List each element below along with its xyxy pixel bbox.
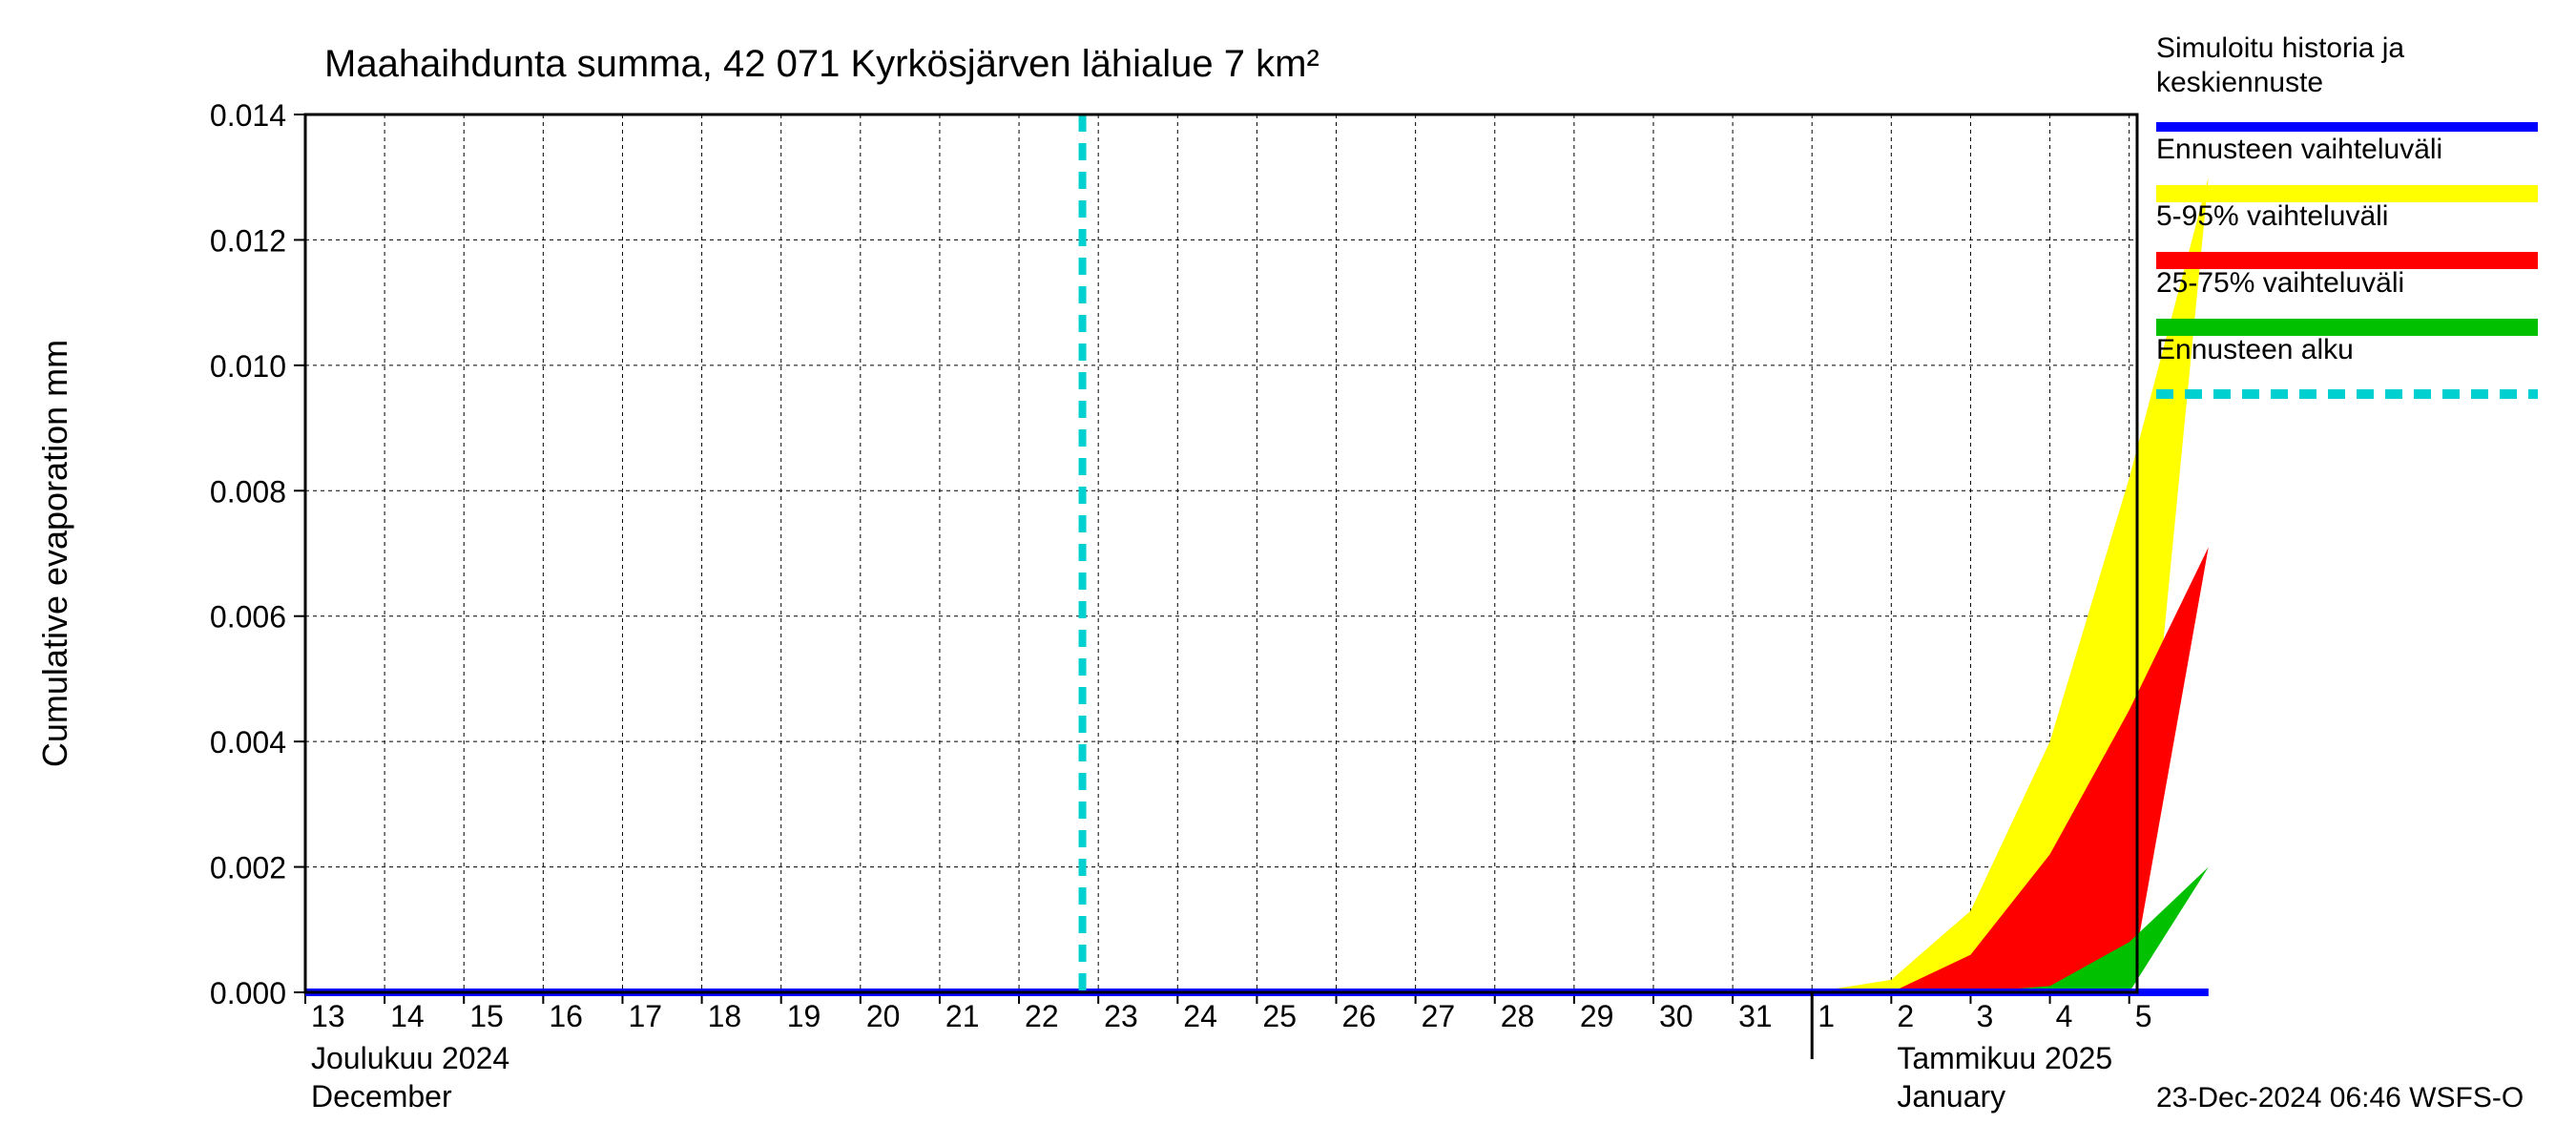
- y-tick-label: 0.006: [210, 600, 286, 635]
- chart-footer: 23-Dec-2024 06:46 WSFS-O: [2156, 1082, 2524, 1114]
- x-tick-label: 22: [1025, 999, 1059, 1033]
- y-tick-label: 0.004: [210, 725, 286, 760]
- x-tick-label: 18: [708, 999, 742, 1033]
- month-label-right: January: [1897, 1079, 2005, 1114]
- x-tick-label: 13: [311, 999, 345, 1033]
- x-tick-label: 2: [1897, 999, 1914, 1033]
- x-tick-label: 19: [787, 999, 821, 1033]
- x-tick-label: 15: [469, 999, 504, 1033]
- legend-label: Ennusteen vaihteluväli: [2156, 134, 2442, 165]
- legend-label: 25-75% vaihteluväli: [2156, 267, 2404, 299]
- legend-label: Ennusteen alku: [2156, 334, 2354, 365]
- x-tick-label: 23: [1104, 999, 1138, 1033]
- x-tick-label: 24: [1183, 999, 1217, 1033]
- x-tick-label: 27: [1422, 999, 1456, 1033]
- chart-title: Maahaihdunta summa, 42 071 Kyrkösjärven …: [324, 43, 1319, 85]
- x-tick-label: 4: [2056, 999, 2073, 1033]
- x-tick-label: 26: [1342, 999, 1377, 1033]
- y-tick-label: 0.008: [210, 474, 286, 509]
- y-tick-label: 0.000: [210, 976, 286, 1010]
- chart-container: Maahaihdunta summa, 42 071 Kyrkösjärven …: [0, 0, 2576, 1145]
- y-tick-label: 0.012: [210, 223, 286, 258]
- month-label-left: December: [311, 1079, 452, 1114]
- y-tick-label: 0.010: [210, 349, 286, 384]
- y-tick-label: 0.002: [210, 851, 286, 885]
- x-tick-label: 14: [390, 999, 425, 1033]
- x-tick-label: 5: [2135, 999, 2152, 1033]
- legend-label: 5-95% vaihteluväli: [2156, 200, 2388, 232]
- legend-label: Simuloitu historia ja: [2156, 32, 2404, 64]
- x-tick-label: 20: [866, 999, 901, 1033]
- month-label-right: Tammikuu 2025: [1897, 1041, 2112, 1075]
- y-axis-label: Cumulative evaporation mm: [35, 340, 74, 767]
- x-tick-label: 21: [945, 999, 980, 1033]
- x-tick-label: 30: [1659, 999, 1693, 1033]
- x-tick-label: 1: [1818, 999, 1835, 1033]
- x-tick-label: 29: [1580, 999, 1614, 1033]
- x-tick-label: 31: [1738, 999, 1773, 1033]
- x-tick-label: 28: [1501, 999, 1535, 1033]
- month-label-left: Joulukuu 2024: [311, 1041, 509, 1075]
- x-tick-label: 17: [628, 999, 662, 1033]
- x-tick-label: 3: [1976, 999, 1993, 1033]
- x-tick-label: 25: [1262, 999, 1297, 1033]
- legend-label: keskiennuste: [2156, 67, 2323, 98]
- evaporation-chart: Maahaihdunta summa, 42 071 Kyrkösjärven …: [0, 0, 2576, 1145]
- x-tick-label: 16: [549, 999, 583, 1033]
- y-tick-label: 0.014: [210, 98, 286, 133]
